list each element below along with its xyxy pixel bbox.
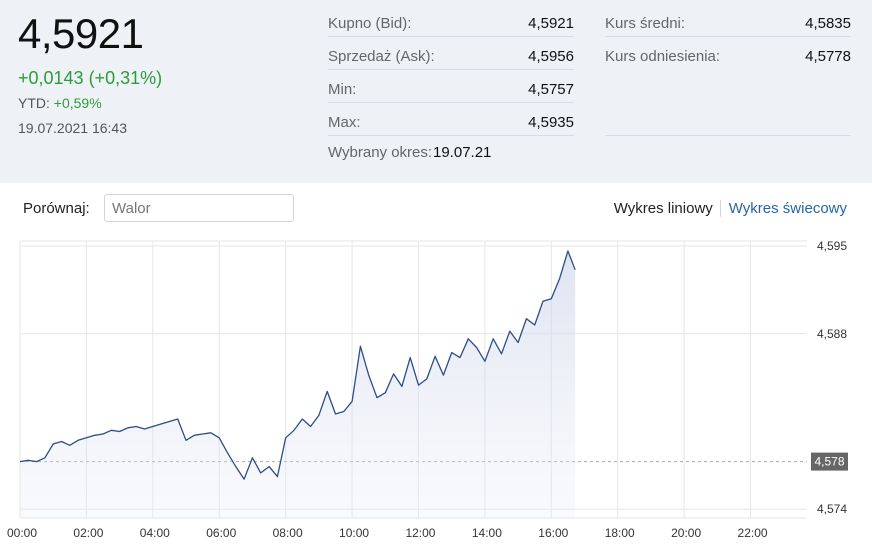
reference-price-label: 4,578 xyxy=(814,455,844,469)
x-tick-label: 08:00 xyxy=(273,526,303,540)
x-tick-label: 18:00 xyxy=(605,526,635,540)
period-row: Wybrany okres: 19.07.21 xyxy=(328,136,851,169)
min-row: Min: 4,5757 xyxy=(328,70,574,103)
x-tick-label: 00:00 xyxy=(7,526,37,540)
bid-row: Kupno (Bid): 4,5921 xyxy=(328,4,574,37)
price-change: +0,0143 (+0,31%) xyxy=(18,68,163,88)
x-tick-label: 12:00 xyxy=(405,526,435,540)
period-label: Wybrany okres: xyxy=(328,144,433,161)
y-tick-label: 4,595 xyxy=(817,239,847,253)
x-tick-label: 02:00 xyxy=(73,526,103,540)
x-tick-label: 16:00 xyxy=(538,526,568,540)
bid-label: Kupno (Bid): xyxy=(328,15,412,32)
avg-value: 4,5835 xyxy=(805,15,851,32)
x-tick-label: 04:00 xyxy=(140,526,170,540)
current-price: 4,5921 xyxy=(18,10,144,57)
price-line xyxy=(19,250,576,480)
stats-divider xyxy=(605,103,851,136)
ytd-value: +0,59% xyxy=(53,95,102,111)
ask-label: Sprzedaż (Ask): xyxy=(328,48,435,65)
ref-row: Kurs odniesienia: 4,5778 xyxy=(605,37,851,70)
bid-value: 4,5921 xyxy=(528,15,574,32)
max-label: Max: xyxy=(328,114,361,131)
avg-row: Kurs średni: 4,5835 xyxy=(605,4,851,37)
min-label: Min: xyxy=(328,81,357,98)
x-tick-label: 10:00 xyxy=(339,526,369,540)
compare-input[interactable] xyxy=(104,194,294,222)
quote-header: 4,5921 +0,0143 (+0,31%) YTD: +0,59% 19.0… xyxy=(0,0,872,183)
y-tick-label: 4,588 xyxy=(817,327,847,341)
x-tick-label: 14:00 xyxy=(472,526,502,540)
avg-label: Kurs średni: xyxy=(605,15,686,32)
x-tick-label: 22:00 xyxy=(738,526,768,540)
compare-label: Porównaj: xyxy=(23,200,90,217)
max-value: 4,5935 xyxy=(528,114,574,131)
quote-timestamp: 19.07.2021 16:43 xyxy=(18,120,127,136)
ask-row: Sprzedaż (Ask): 4,5956 xyxy=(328,37,574,70)
max-row: Max: 4,5935 xyxy=(328,103,574,136)
x-tick-label: 06:00 xyxy=(206,526,236,540)
ask-value: 4,5956 xyxy=(528,48,574,65)
chart-type-tabs: Wykres liniowy Wykres świecowy xyxy=(614,200,847,217)
ytd-label: YTD: xyxy=(18,95,50,111)
period-value: 19.07.21 xyxy=(433,144,492,161)
tab-line-chart[interactable]: Wykres liniowy xyxy=(614,200,721,217)
ref-value: 4,5778 xyxy=(805,48,851,65)
ytd-change: YTD: +0,59% xyxy=(18,95,102,111)
price-area-fill xyxy=(20,251,576,518)
y-tick-label: 4,574 xyxy=(817,502,847,516)
min-value: 4,5757 xyxy=(528,81,574,98)
x-tick-label: 20:00 xyxy=(671,526,701,540)
reference-price-box xyxy=(811,452,848,471)
ref-label: Kurs odniesienia: xyxy=(605,48,721,65)
price-chart[interactable]: 00:00 02:00 04:00 06:00 08:00 10:00 12:00 14:00… xyxy=(0,235,872,549)
tab-candle-chart[interactable]: Wykres świecowy xyxy=(728,200,847,217)
